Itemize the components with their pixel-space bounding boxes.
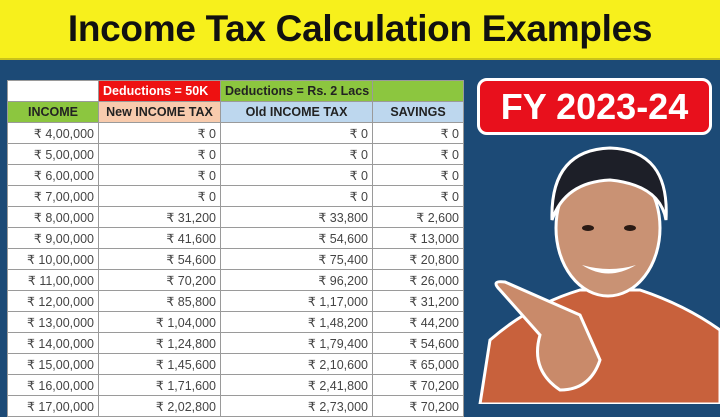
hair [550, 146, 668, 221]
old-tax-cell: ₹ 0 [220, 122, 373, 144]
old-tax-cell: ₹ 1,48,200 [220, 311, 373, 333]
title-banner: Income Tax Calculation Examples [0, 0, 720, 60]
new-tax-cell: ₹ 0 [98, 164, 221, 186]
table-row: ₹ 4,00,000 ₹ 0 ₹ 0 ₹ 0 [7, 122, 464, 144]
presenter-photo [478, 146, 720, 404]
savings-cell: ₹ 0 [372, 143, 464, 165]
new-tax-cell: ₹ 54,600 [98, 248, 221, 270]
old-tax-cell: ₹ 33,800 [220, 206, 373, 228]
table-row: ₹ 10,00,000 ₹ 54,600 ₹ 75,400 ₹ 20,800 [7, 248, 464, 270]
income-cell: ₹ 12,00,000 [7, 290, 99, 312]
new-tax-cell: ₹ 0 [98, 122, 221, 144]
new-tax-cell: ₹ 0 [98, 185, 221, 207]
old-tax-cell: ₹ 2,10,600 [220, 353, 373, 375]
savings-cell: ₹ 2,600 [372, 206, 464, 228]
old-tax-cell: ₹ 0 [220, 164, 373, 186]
income-cell: ₹ 7,00,000 [7, 185, 99, 207]
table-row: ₹ 16,00,000 ₹ 1,71,600 ₹ 2,41,800 ₹ 70,200 [7, 374, 464, 396]
column-header-new-tax: New INCOME TAX [98, 101, 221, 123]
new-tax-cell: ₹ 1,71,600 [98, 374, 221, 396]
new-tax-cell: ₹ 85,800 [98, 290, 221, 312]
savings-cell: ₹ 20,800 [372, 248, 464, 270]
savings-cell: ₹ 0 [372, 122, 464, 144]
table-row: ₹ 9,00,000 ₹ 41,600 ₹ 54,600 ₹ 13,000 [7, 227, 464, 249]
income-cell: ₹ 14,00,000 [7, 332, 99, 354]
income-cell: ₹ 6,00,000 [7, 164, 99, 186]
income-cell: ₹ 8,00,000 [7, 206, 99, 228]
table-row: ₹ 14,00,000 ₹ 1,24,800 ₹ 1,79,400 ₹ 54,600 [7, 332, 464, 354]
savings-cell: ₹ 13,000 [372, 227, 464, 249]
savings-cell: ₹ 0 [372, 164, 464, 186]
table-row: ₹ 17,00,000 ₹ 2,02,800 ₹ 2,73,000 ₹ 70,200 [7, 395, 464, 417]
new-tax-cell: ₹ 1,45,600 [98, 353, 221, 375]
fy-badge: FY 2023-24 [477, 78, 712, 135]
savings-cell: ₹ 26,000 [372, 269, 464, 291]
income-cell: ₹ 5,00,000 [7, 143, 99, 165]
new-tax-cell: ₹ 41,600 [98, 227, 221, 249]
new-tax-cell: ₹ 1,04,000 [98, 311, 221, 333]
column-header-income: INCOME [7, 101, 99, 123]
savings-cell: ₹ 54,600 [372, 332, 464, 354]
income-cell: ₹ 16,00,000 [7, 374, 99, 396]
income-cell: ₹ 15,00,000 [7, 353, 99, 375]
smile [582, 265, 636, 274]
income-cell: ₹ 9,00,000 [7, 227, 99, 249]
table-row: ₹ 5,00,000 ₹ 0 ₹ 0 ₹ 0 [7, 143, 464, 165]
old-tax-cell: ₹ 0 [220, 185, 373, 207]
table-row: ₹ 12,00,000 ₹ 85,800 ₹ 1,17,000 ₹ 31,200 [7, 290, 464, 312]
table-row: ₹ 15,00,000 ₹ 1,45,600 ₹ 2,10,600 ₹ 65,000 [7, 353, 464, 375]
old-tax-cell: ₹ 75,400 [220, 248, 373, 270]
table-row: ₹ 11,00,000 ₹ 70,200 ₹ 96,200 ₹ 26,000 [7, 269, 464, 291]
income-cell: ₹ 10,00,000 [7, 248, 99, 270]
income-cell: ₹ 13,00,000 [7, 311, 99, 333]
new-tax-cell: ₹ 1,24,800 [98, 332, 221, 354]
table-row: ₹ 8,00,000 ₹ 31,200 ₹ 33,800 ₹ 2,600 [7, 206, 464, 228]
column-header-row: INCOME New INCOME TAX Old INCOME TAX SAV… [7, 101, 464, 123]
tax-table: Deductions = 50K Deductions = Rs. 2 Lacs… [7, 80, 464, 417]
old-tax-cell: ₹ 0 [220, 143, 373, 165]
table-row: ₹ 7,00,000 ₹ 0 ₹ 0 ₹ 0 [7, 185, 464, 207]
page-title: Income Tax Calculation Examples [67, 8, 653, 49]
income-cell: ₹ 4,00,000 [7, 122, 99, 144]
old-tax-cell: ₹ 1,79,400 [220, 332, 373, 354]
new-tax-cell: ₹ 70,200 [98, 269, 221, 291]
old-tax-cell: ₹ 2,73,000 [220, 395, 373, 417]
old-tax-cell: ₹ 2,41,800 [220, 374, 373, 396]
group-header-old-deductions: Deductions = Rs. 2 Lacs [220, 80, 373, 102]
old-tax-cell: ₹ 96,200 [220, 269, 373, 291]
group-header-new-deductions: Deductions = 50K [98, 80, 221, 102]
group-header-savings [372, 80, 464, 102]
column-header-old-tax: Old INCOME TAX [220, 101, 373, 123]
new-tax-cell: ₹ 0 [98, 143, 221, 165]
pointing-hand [494, 280, 602, 392]
table-row: ₹ 13,00,000 ₹ 1,04,000 ₹ 1,48,200 ₹ 44,200 [7, 311, 464, 333]
fy-badge-text: FY 2023-24 [500, 85, 689, 127]
new-tax-cell: ₹ 31,200 [98, 206, 221, 228]
new-tax-cell: ₹ 2,02,800 [98, 395, 221, 417]
savings-cell: ₹ 0 [372, 185, 464, 207]
table-row: ₹ 6,00,000 ₹ 0 ₹ 0 ₹ 0 [7, 164, 464, 186]
savings-cell: ₹ 70,200 [372, 374, 464, 396]
group-header-empty [7, 80, 99, 102]
savings-cell: ₹ 70,200 [372, 395, 464, 417]
column-header-savings: SAVINGS [372, 101, 464, 123]
old-tax-cell: ₹ 54,600 [220, 227, 373, 249]
income-cell: ₹ 17,00,000 [7, 395, 99, 417]
old-tax-cell: ₹ 1,17,000 [220, 290, 373, 312]
income-cell: ₹ 11,00,000 [7, 269, 99, 291]
group-header-row: Deductions = 50K Deductions = Rs. 2 Lacs [7, 80, 464, 102]
savings-cell: ₹ 31,200 [372, 290, 464, 312]
savings-cell: ₹ 65,000 [372, 353, 464, 375]
savings-cell: ₹ 44,200 [372, 311, 464, 333]
